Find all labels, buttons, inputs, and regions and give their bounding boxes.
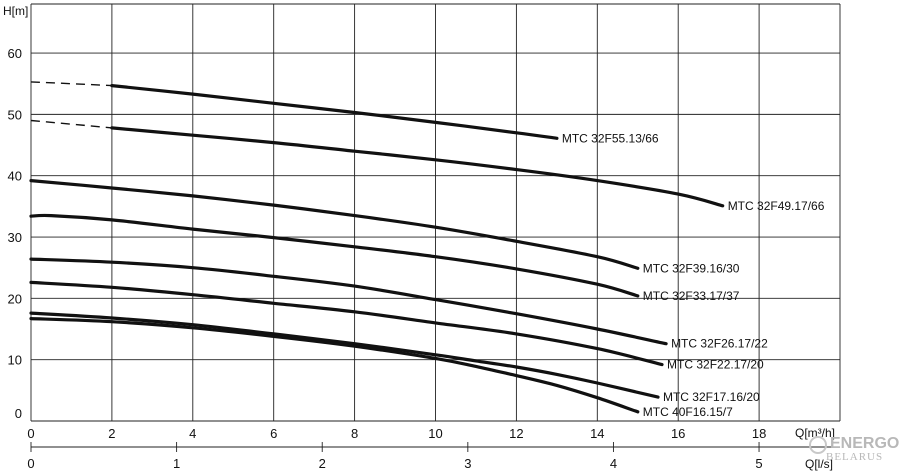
x2-tick-label: 0 — [27, 456, 34, 471]
series-curve-extrapolated — [30, 119, 112, 129]
watermark-mark — [809, 436, 827, 454]
series-label: MTC 32F26.17/22 — [671, 337, 768, 351]
watermark-logo: ENERGO BELARUS — [809, 435, 899, 463]
series-curve-extrapolated — [30, 81, 112, 87]
y-axis-label: H[m] — [3, 4, 28, 18]
x2-tick-label: 2 — [319, 456, 326, 471]
watermark-line2: BELARUS — [826, 451, 883, 463]
series-curve — [29, 179, 640, 270]
x-tick-label: 8 — [351, 426, 358, 441]
series-curve — [29, 280, 664, 367]
series-label: MTC 32F39.16/30 — [643, 261, 740, 275]
series-label: MTC 40F16.15/7 — [643, 405, 733, 419]
x2-tick-label: 1 — [173, 456, 180, 471]
x2-axis-label: Q[l/s] — [805, 457, 833, 471]
series-curve — [29, 257, 668, 346]
x-tick-label: 14 — [590, 426, 604, 441]
y-tick-label: 40 — [8, 169, 22, 184]
x-tick-label: 16 — [671, 426, 685, 441]
watermark-line1: ENERGO — [830, 435, 899, 452]
series-labels: MTC 32F55.13/66 MTC 32F49.17/66 MTC 32F39.… — [562, 131, 825, 419]
series-curve — [29, 317, 640, 414]
x-tick-label: 12 — [509, 426, 523, 441]
series-label: MTC 32F49.17/66 — [728, 199, 825, 213]
series-curve — [110, 84, 559, 140]
y-tick-label: 0 — [15, 406, 22, 421]
y-tick-label: 20 — [8, 291, 22, 306]
series-curve — [29, 311, 660, 399]
series-label: MTC 32F55.13/66 — [562, 131, 659, 145]
x-tick-label: 0 — [27, 426, 34, 441]
y-tick-label: 10 — [8, 353, 22, 368]
series-label: MTC 32F17.16/20 — [663, 390, 760, 404]
y-tick-label: 30 — [8, 230, 22, 245]
x-tick-label: 4 — [189, 426, 196, 441]
x2-tick-labels: 0 1 2 3 4 5 — [27, 456, 762, 471]
x-tick-label: 10 — [428, 426, 442, 441]
series-curves — [29, 81, 725, 414]
y-tick-labels: 0 10 20 30 40 50 60 — [8, 46, 22, 421]
x-axis-label: Q[m³/h] — [795, 426, 835, 440]
x2-tick-label: 3 — [464, 456, 471, 471]
x2-tick-label: 5 — [755, 456, 762, 471]
series-curve — [110, 126, 725, 208]
series-curve — [29, 213, 640, 298]
y-tick-label: 50 — [8, 107, 22, 122]
y-tick-label: 60 — [8, 46, 22, 61]
series-label: MTC 32F22.17/20 — [667, 358, 764, 372]
x-tick-label: 2 — [108, 426, 115, 441]
x2-tick-label: 4 — [610, 456, 617, 471]
x-tick-label: 6 — [270, 426, 277, 441]
x-tick-label: 18 — [752, 426, 766, 441]
series-label: MTC 32F33.17/37 — [643, 289, 740, 303]
x-tick-labels: 0 2 4 6 8 10 12 14 16 18 — [27, 426, 766, 441]
